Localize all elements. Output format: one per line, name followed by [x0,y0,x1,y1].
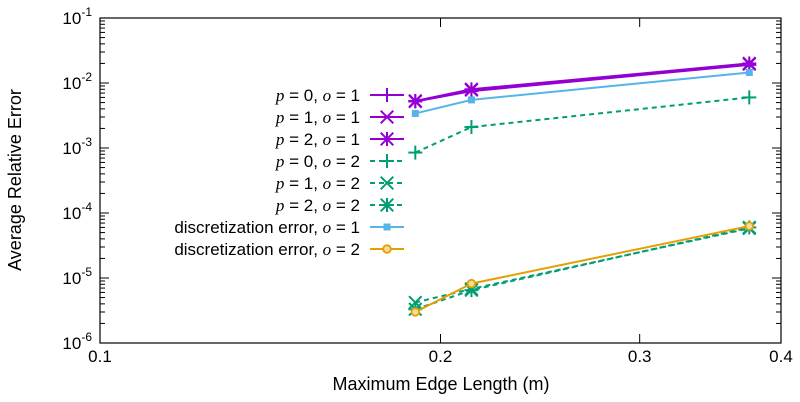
legend-marker [380,154,394,168]
x-tick-label: 0.4 [769,347,793,366]
legend-item: p = 0, o = 1 [275,86,404,105]
series-line [414,96,750,154]
legend-marker [379,109,395,125]
legend-marker [382,244,392,254]
data-point [742,56,757,71]
data-point [466,278,477,289]
y-tick-label: 10-6 [62,330,92,353]
data-point [411,109,419,117]
data-point [464,82,479,97]
x-axis-title: Maximum Edge Length (m) [332,374,549,394]
series-8 [410,221,754,317]
series-4 [408,90,757,160]
legend-item: p = 2, o = 1 [275,130,404,149]
data-point [408,145,423,160]
legend-label: p = 1, o = 2 [275,174,360,193]
series-2 [408,57,757,109]
legend-label: p = 2, o = 2 [275,196,360,215]
legend-marker [379,131,395,147]
x-axis: 0.1 0.2 0.3 0.4 [88,18,793,366]
x-tick-label: 0.1 [88,347,112,366]
y-axis: 10-6 10-5 10-4 10-3 10-2 10-1 [62,5,781,353]
series-layer [408,56,757,317]
y-tick-label: 10-1 [62,5,92,28]
legend-item: p = 1, o = 2 [275,174,404,193]
series-1 [408,57,757,109]
legend-marker [380,88,394,102]
legend-item: p = 1, o = 1 [275,108,404,127]
data-point [467,96,475,104]
y-tick-label: 10-5 [62,265,92,288]
legend-label: discretization error, o = 1 [174,218,360,237]
legend-marker [379,197,395,213]
series-7 [411,69,753,117]
y-axis-title: Average Relative Error [5,89,25,271]
data-point [410,307,421,317]
data-point [408,93,423,108]
data-point [744,221,754,231]
legend-item: p = 2, o = 2 [275,196,404,215]
data-point [745,69,753,77]
y-tick-label: 10-2 [62,70,92,93]
legend-marker [383,223,391,231]
legend-label: p = 1, o = 1 [275,108,360,127]
y-tick-label: 10-4 [62,200,92,223]
data-point [464,120,479,135]
x-tick-label: 0.2 [429,347,453,366]
series-3 [408,56,757,108]
legend-label: p = 0, o = 2 [275,152,360,171]
legend-item: discretization error, o = 1 [174,218,404,237]
plot-area [99,17,782,344]
legend-label: discretization error, o = 2 [174,240,360,259]
legend-label: p = 0, o = 1 [275,86,360,105]
legend: p = 0, o = 1 p = 1, o = 1 p = 2, o = 1 p = … [174,86,404,259]
data-point [742,90,757,105]
legend-item: discretization error, o = 2 [174,240,404,259]
series-line [414,226,750,311]
plot-frame [99,17,782,344]
x-tick-label: 0.3 [628,347,652,366]
legend-marker [379,175,395,191]
legend-item: p = 0, o = 2 [275,152,404,171]
y-tick-label: 10-3 [62,135,92,158]
legend-label: p = 2, o = 1 [275,130,360,149]
